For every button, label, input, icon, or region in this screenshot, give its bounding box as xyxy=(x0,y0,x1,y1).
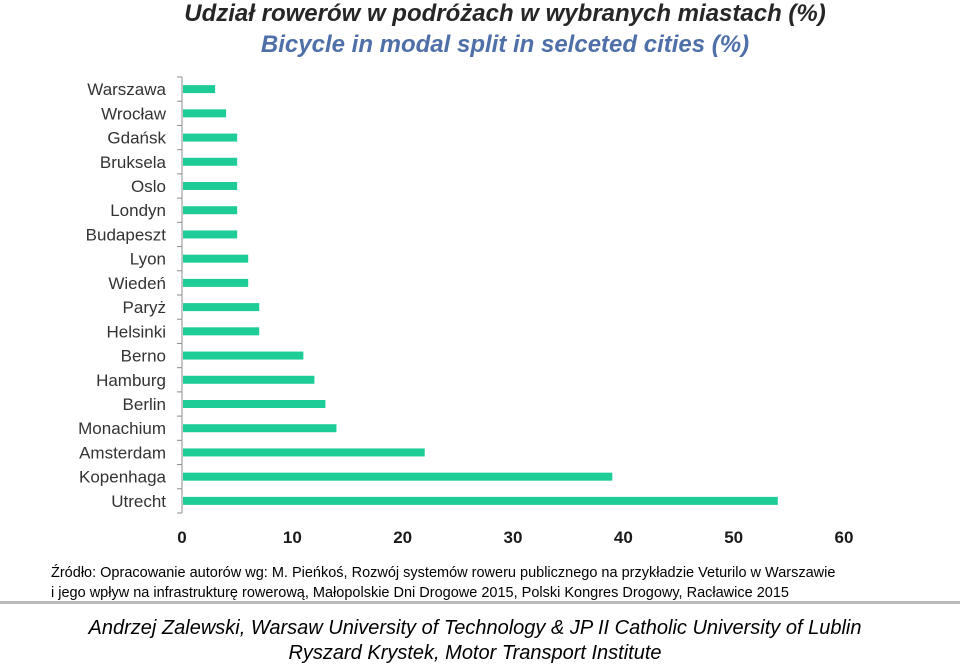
bar-5 xyxy=(183,206,238,215)
chart-title: Udział rowerów w podróżach w wybranych m… xyxy=(184,0,826,27)
bar-chart: Warszawa Wrocław Gdańsk Bruksela Oslo Londyn B… xyxy=(78,76,854,547)
author-line-2: Ryszard Krystek, Motor Transport Institu… xyxy=(288,642,662,664)
category-label: Helsinki xyxy=(106,322,166,341)
chart-subtitle: Bicycle in modal split in selceted citie… xyxy=(260,31,750,58)
bar-6 xyxy=(183,230,238,239)
source-note: Źródło: Opracowanie autorów wg: M. Pieńk… xyxy=(51,563,956,603)
x-tick-label: 60 xyxy=(835,528,854,547)
bar-15 xyxy=(183,448,425,457)
bar-11 xyxy=(183,351,304,360)
bar-17 xyxy=(183,496,778,505)
bar-12 xyxy=(183,375,315,384)
bar-14 xyxy=(183,424,337,433)
category-label: Amsterdam xyxy=(79,443,166,462)
source-line-1: Źródło: Opracowanie autorów wg: M. Pieńk… xyxy=(51,565,836,581)
category-label: Hamburg xyxy=(96,371,166,390)
divider xyxy=(0,601,960,604)
x-tick-label: 0 xyxy=(177,528,186,547)
bar-4 xyxy=(183,182,238,190)
source-line-2: i jego wpływ na infrastrukturę rowerową,… xyxy=(51,585,789,601)
bar-8 xyxy=(183,278,249,287)
bar-3 xyxy=(183,157,238,166)
category-label: Wrocław xyxy=(101,104,167,123)
category-label: Wiedeń xyxy=(108,274,166,293)
category-label: Berno xyxy=(121,347,166,366)
bar-16 xyxy=(183,472,613,481)
category-label: Gdańsk xyxy=(107,129,166,148)
bar-2 xyxy=(183,133,238,142)
author-line-1: Andrzej Zalewski, Warsaw University of T… xyxy=(88,617,862,639)
x-tick-label: 40 xyxy=(614,528,633,547)
bar-7 xyxy=(183,254,249,263)
bar-1 xyxy=(183,109,227,118)
category-label: Oslo xyxy=(131,177,166,196)
bar-9 xyxy=(183,303,260,312)
category-label: Lyon xyxy=(130,250,166,269)
category-label: Londyn xyxy=(110,201,166,220)
category-label: Monachium xyxy=(78,419,166,438)
bar-13 xyxy=(183,400,326,408)
category-label: Budapeszt xyxy=(86,225,167,244)
x-tick-label: 10 xyxy=(283,528,302,547)
bar-10 xyxy=(183,327,260,336)
x-tick-label: 30 xyxy=(504,528,523,547)
bar-0 xyxy=(183,85,216,94)
x-tick-label: 50 xyxy=(724,528,743,547)
category-label: Utrecht xyxy=(111,492,166,511)
category-label: Kopenhaga xyxy=(79,468,167,487)
x-tick-label: 20 xyxy=(393,528,412,547)
category-label: Bruksela xyxy=(100,153,167,172)
category-label: Warszawa xyxy=(87,80,166,99)
category-label: Berlin xyxy=(123,395,166,414)
category-label: Paryż xyxy=(123,298,166,317)
